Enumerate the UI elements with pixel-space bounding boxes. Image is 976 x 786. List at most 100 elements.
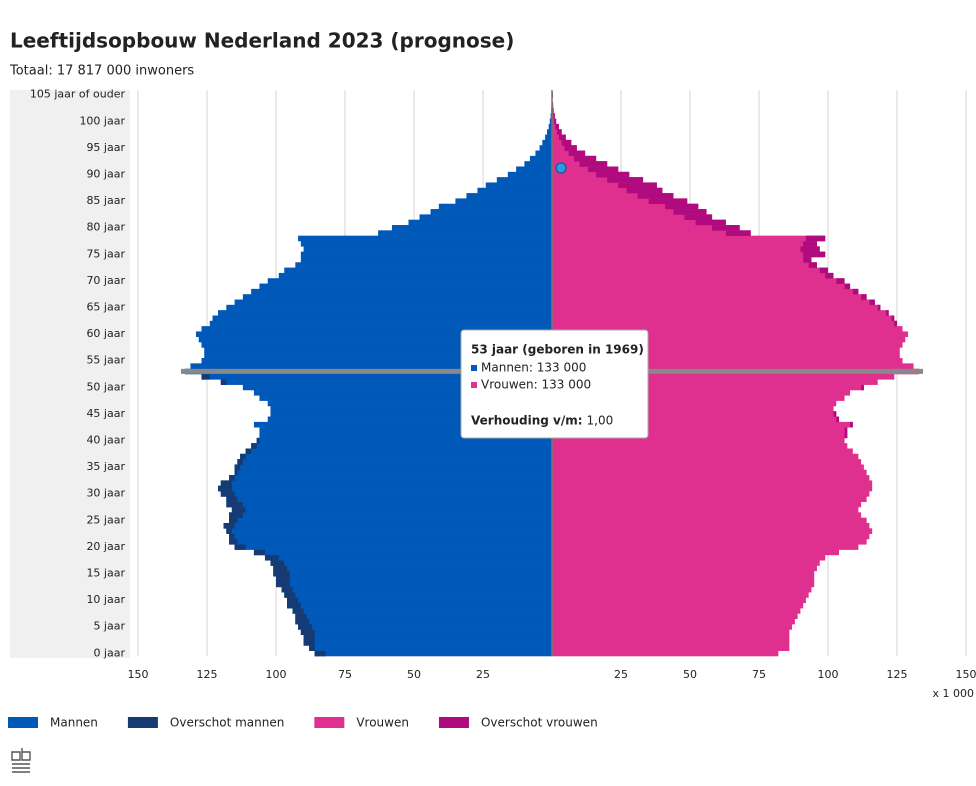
bar-women xyxy=(552,491,869,497)
bar-women xyxy=(552,480,872,486)
bar-men xyxy=(477,188,552,194)
bar-men xyxy=(243,294,552,300)
bar-men xyxy=(226,305,552,311)
bar-women xyxy=(552,225,740,231)
bar-women xyxy=(552,582,814,588)
hover-dot xyxy=(556,163,566,173)
bar-women xyxy=(552,278,845,284)
x-tick-label: 50 xyxy=(407,668,421,681)
bar-women xyxy=(552,294,867,300)
bar-excess-women xyxy=(684,214,712,220)
bar-excess-women xyxy=(696,220,726,226)
bar-men xyxy=(270,560,552,566)
bar-excess-women xyxy=(869,300,875,306)
bar-men xyxy=(392,225,552,231)
logo xyxy=(12,748,30,772)
y-tick-label: 85 jaar xyxy=(86,194,125,207)
bar-excess-women xyxy=(712,225,740,231)
bar-excess-women xyxy=(825,273,833,279)
y-tick-label: 50 jaar xyxy=(86,380,125,393)
bar-excess-women xyxy=(803,252,825,258)
bar-excess-men xyxy=(304,635,315,641)
bar-men xyxy=(229,518,552,524)
bar-men xyxy=(273,571,552,577)
bar-men xyxy=(213,315,552,321)
bar-excess-women xyxy=(574,156,596,162)
tooltip-swatch xyxy=(471,365,477,371)
y-tick-label: 40 jaar xyxy=(86,434,125,447)
bar-women xyxy=(552,608,800,614)
bar-women xyxy=(552,592,809,598)
x-tick-label: 25 xyxy=(614,668,628,681)
bar-men xyxy=(535,151,552,157)
tooltip-line: Mannen: 133 000 xyxy=(481,361,586,375)
tooltip-line: Vrouwen: 133 000 xyxy=(481,378,591,392)
bar-women xyxy=(552,273,834,279)
bar-excess-women xyxy=(861,385,864,391)
bar-excess-women xyxy=(557,129,562,135)
bar-excess-women xyxy=(845,433,848,439)
bar-women xyxy=(552,571,814,577)
x-tick-label: 75 xyxy=(752,668,766,681)
y-tick-label: 60 jaar xyxy=(86,327,125,340)
y-tick-label: 35 jaar xyxy=(86,460,125,473)
bar-men xyxy=(221,491,552,497)
x-tick-label: 50 xyxy=(683,668,697,681)
bar-excess-women xyxy=(878,305,881,311)
bar-excess-women xyxy=(607,177,643,183)
bar-women xyxy=(552,523,869,529)
bar-men xyxy=(221,480,552,486)
bar-excess-men xyxy=(254,550,265,556)
bar-women xyxy=(552,528,872,534)
bar-excess-men xyxy=(232,507,246,513)
bar-men xyxy=(497,177,552,183)
bar-women xyxy=(552,300,875,306)
bar-excess-men xyxy=(221,491,235,497)
bar-women xyxy=(552,486,872,492)
bar-excess-men xyxy=(315,651,326,657)
tooltip-title: 53 jaar (geboren in 1969) xyxy=(471,343,644,357)
bar-men xyxy=(486,182,552,188)
bar-men xyxy=(530,156,552,162)
bar-excess-men xyxy=(240,454,246,460)
bar-men xyxy=(265,555,552,561)
bar-women xyxy=(552,566,817,572)
bar-men xyxy=(232,507,552,513)
y-tick-label: 30 jaar xyxy=(86,487,125,500)
bar-men xyxy=(218,486,552,492)
bar-excess-men xyxy=(201,374,209,380)
bar-men xyxy=(237,459,552,465)
y-tick-label: 0 jaar xyxy=(93,646,125,659)
bar-men xyxy=(229,475,552,481)
x-tick-label: 25 xyxy=(476,668,490,681)
bar-excess-men xyxy=(246,448,252,454)
bar-men xyxy=(545,135,552,141)
bar-men xyxy=(254,550,552,556)
bar-women xyxy=(552,236,825,242)
bar-men xyxy=(235,470,552,476)
bar-excess-men xyxy=(282,587,293,593)
bar-men xyxy=(235,464,552,470)
bar-excess-men xyxy=(287,603,301,609)
bar-excess-men xyxy=(295,619,309,625)
bar-men xyxy=(304,640,552,646)
bar-women xyxy=(552,443,847,449)
bar-men xyxy=(240,454,552,460)
y-tick-label: 45 jaar xyxy=(86,407,125,420)
bar-women xyxy=(552,619,795,625)
bar-women xyxy=(552,560,820,566)
y-tick-label: 5 jaar xyxy=(93,620,125,633)
bar-women xyxy=(552,246,820,252)
bar-excess-women xyxy=(580,161,608,167)
bar-women xyxy=(552,454,858,460)
bar-men xyxy=(304,246,552,252)
bar-men xyxy=(293,608,552,614)
y-tick-label: 90 jaar xyxy=(86,167,125,180)
bar-excess-men xyxy=(257,438,260,444)
bar-men xyxy=(276,582,552,588)
bar-women xyxy=(552,502,861,508)
bar-excess-women xyxy=(886,310,889,316)
bar-women xyxy=(552,496,867,502)
bar-men xyxy=(295,262,552,268)
bar-men xyxy=(251,289,552,295)
